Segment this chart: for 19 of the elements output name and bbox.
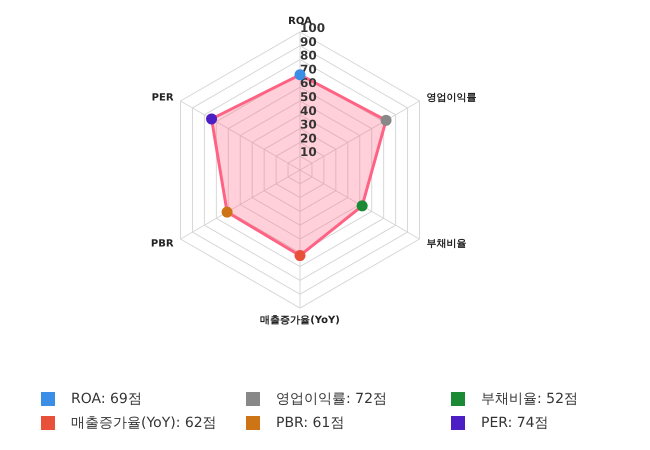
text: ROA: 69점 [71, 390, 142, 408]
spoke-label: 영업이익률 [426, 92, 476, 104]
text: 부채비율: 52점 [481, 390, 578, 408]
spoke-label: 매출증가율(YoY) [260, 315, 340, 326]
y-tick-label: 90 [300, 34, 317, 49]
y-tick-label: 30 [300, 118, 317, 132]
y-tick-label: 10 [300, 145, 317, 160]
text: PBR: 61점 [276, 414, 344, 432]
y-tick-label: 50 [300, 90, 317, 104]
spoke-label: PBR [150, 238, 174, 250]
spoke-label: 부채비율 [426, 238, 466, 250]
text: 영업이익률: 72점 [276, 390, 387, 408]
y-tick-label: 20 [300, 131, 317, 146]
text: PER: 74점 [481, 414, 549, 432]
y-tick-label: 80 [300, 48, 317, 63]
y-tick-label: 60 [300, 76, 317, 90]
y-tick-label: 40 [300, 104, 317, 118]
spoke-label: PER [152, 92, 174, 104]
text: 매출증가율(YoY): 62점 [71, 414, 217, 432]
